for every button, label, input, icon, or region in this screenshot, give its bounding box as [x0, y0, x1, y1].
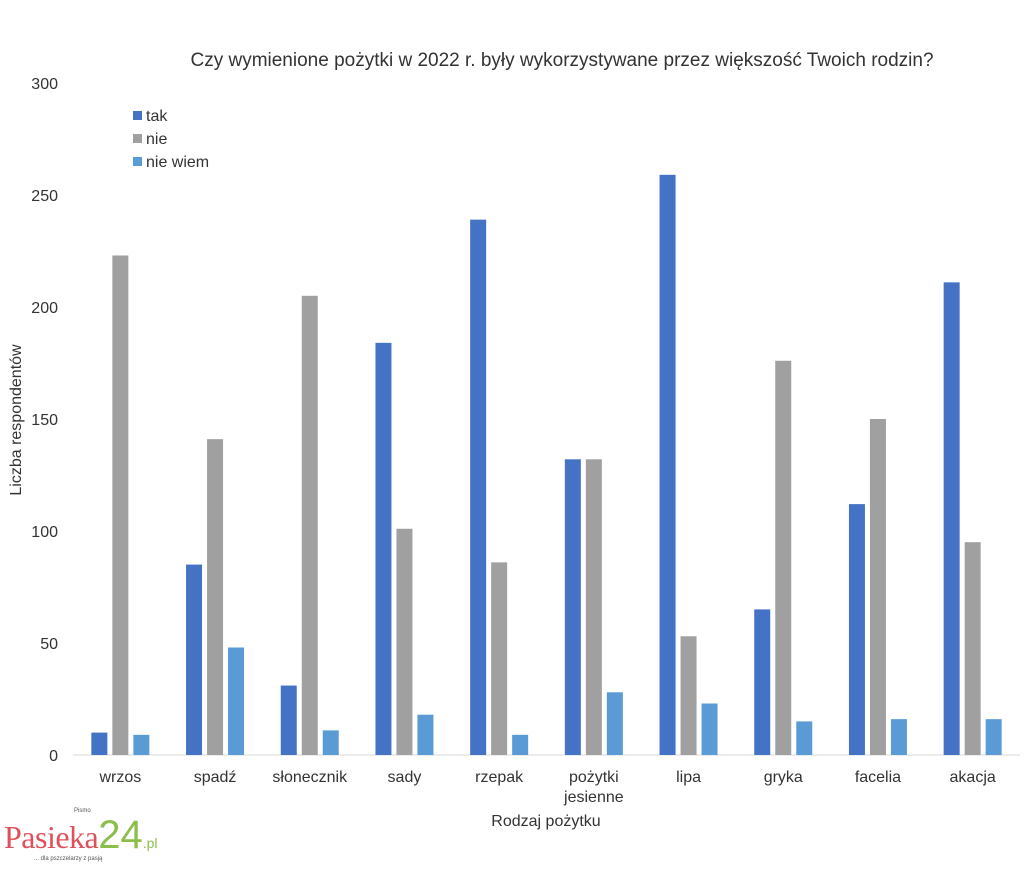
- legend-label: nie: [146, 131, 167, 148]
- x-tick-label: facelia: [855, 769, 901, 786]
- bar-tak: [470, 219, 487, 755]
- bar-nie: [207, 439, 224, 755]
- x-tick-label: lipa: [676, 769, 701, 786]
- legend-label: nie wiem: [146, 154, 209, 171]
- logo-small-text: Pismo: [74, 808, 91, 814]
- bar-tak: [848, 504, 865, 755]
- bar-tak: [754, 609, 771, 755]
- x-tick-label: rzepak: [475, 769, 524, 786]
- bar-nie-wiem: [701, 703, 718, 755]
- y-tick-label: 50: [40, 636, 58, 653]
- legend-swatch: [133, 157, 142, 166]
- legend-swatch: [133, 111, 142, 120]
- bar-nie: [680, 636, 697, 755]
- bar-tak: [186, 564, 203, 755]
- bar-nie: [396, 528, 413, 755]
- legend-swatch: [133, 134, 142, 143]
- bar-tak: [91, 732, 108, 755]
- bar-nie: [112, 255, 129, 756]
- bar-tak: [280, 685, 297, 755]
- y-tick-label: 0: [49, 748, 58, 765]
- pasieka24-logo: Pismo Pasieka 24 .pl ... dla pszczelarzy…: [4, 808, 158, 863]
- logo-wordmark: Pasieka 24 .pl: [4, 815, 158, 855]
- bar-nie: [775, 360, 792, 755]
- bar-nie: [585, 459, 602, 755]
- bar-nie-wiem: [606, 692, 623, 755]
- bar-nie: [869, 419, 886, 755]
- y-tick-label: 300: [31, 76, 58, 93]
- x-tick-label: słonecznik: [272, 769, 348, 786]
- bar-tak: [659, 174, 676, 756]
- x-tick-label: akacja: [950, 769, 996, 786]
- bar-nie: [964, 542, 981, 755]
- bar-nie-wiem: [228, 647, 245, 755]
- bar-nie: [491, 562, 508, 755]
- bar-nie-wiem: [890, 719, 907, 755]
- bar-nie-wiem: [512, 734, 529, 755]
- y-tick-label: 100: [31, 524, 58, 541]
- y-axis-title: Liczba respondentów: [8, 344, 25, 496]
- x-tick-label: sady: [388, 769, 422, 786]
- x-tick-label: wrzos: [98, 769, 141, 786]
- bar-nie-wiem: [417, 714, 434, 755]
- logo-name: Pasieka: [4, 819, 99, 855]
- bar-nie-wiem: [322, 730, 339, 755]
- chart-title: Czy wymienione pożytki w 2022 r. były wy…: [190, 50, 933, 71]
- x-tick-label: pożytki jesienne: [563, 769, 624, 806]
- bar-tak: [943, 282, 960, 755]
- bar-nie-wiem: [985, 719, 1002, 755]
- x-tick-label: spadź: [194, 769, 237, 786]
- bar-nie-wiem: [796, 721, 813, 755]
- x-axis-title: Rodzaj pożytku: [491, 813, 600, 830]
- logo-domain: .pl: [142, 835, 158, 851]
- legend-label: tak: [146, 108, 168, 125]
- bar-nie: [301, 295, 318, 755]
- y-tick-label: 200: [31, 300, 58, 317]
- y-tick-label: 250: [31, 188, 58, 205]
- logo-tagline: ... dla pszczelarzy z pasją: [34, 856, 103, 862]
- logo-number: 24: [98, 813, 143, 857]
- bar-tak: [375, 342, 392, 755]
- bar-nie-wiem: [133, 734, 150, 755]
- x-tick-label: gryka: [764, 769, 803, 786]
- bar-tak: [564, 459, 581, 755]
- y-tick-label: 150: [31, 412, 58, 429]
